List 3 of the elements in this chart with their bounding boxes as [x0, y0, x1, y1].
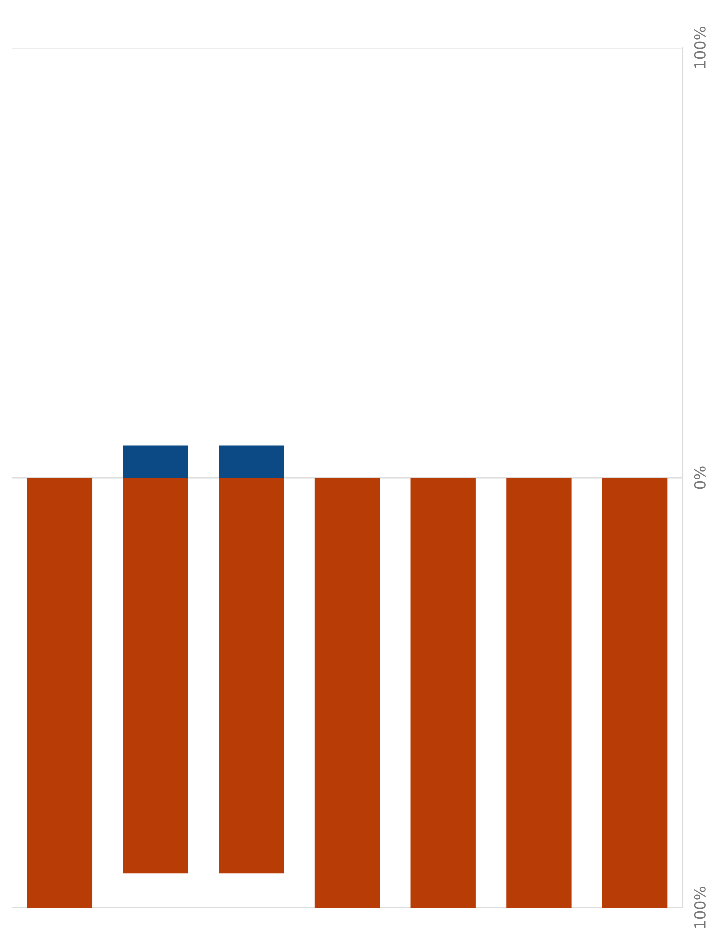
y-tick-label: 100% [694, 887, 706, 928]
y-tick-label: 100% [694, 27, 706, 68]
y-tick-label: 0% [694, 466, 706, 490]
